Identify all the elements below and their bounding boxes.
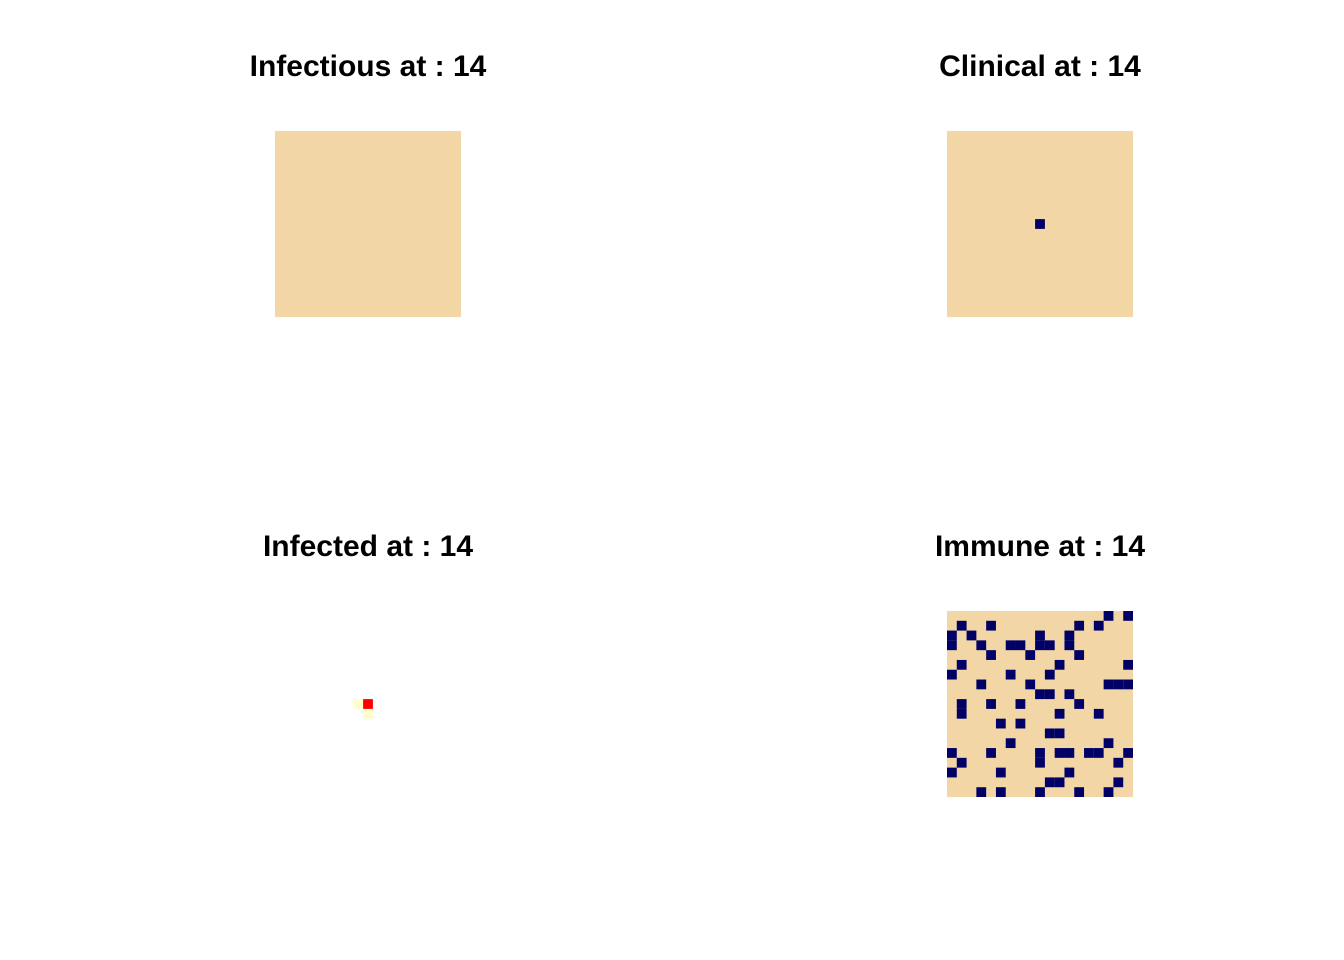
heatmap-cell <box>966 630 977 641</box>
heatmap-cell <box>1054 748 1065 758</box>
heatmap-cell <box>976 787 987 797</box>
heatmap-cell <box>1123 679 1133 690</box>
heatmap-cell <box>1064 640 1075 651</box>
title-infected: Infected at : 14 <box>262 530 474 563</box>
heatmap-cell <box>956 620 967 631</box>
heatmap-cell <box>1035 630 1045 641</box>
heatmap-cell <box>1064 748 1075 758</box>
heatmap-cell <box>1113 679 1124 690</box>
heatmap-cell <box>1044 689 1055 700</box>
heatmap-cell <box>1074 650 1085 660</box>
heatmap-cell <box>1074 620 1085 631</box>
heatmap-cell <box>1093 620 1104 631</box>
heatmap-cell <box>1074 699 1085 709</box>
heatmap-cell <box>1054 659 1065 670</box>
heatmap-cell <box>1035 748 1045 758</box>
heatmap-cell <box>1123 748 1133 758</box>
title-clinical: Clinical at : 14 <box>939 50 1141 83</box>
heatmap-cell <box>1044 669 1055 680</box>
heatmap-cell <box>1084 748 1094 758</box>
infectious-heatmap <box>275 131 461 317</box>
heatmap-cell <box>995 767 1006 778</box>
heatmap-cell <box>1093 708 1104 719</box>
heatmap-cell <box>1044 777 1055 788</box>
heatmap-cell-high <box>363 699 373 709</box>
heatmap-cell <box>1035 640 1045 651</box>
heatmap-cell <box>947 748 957 758</box>
immune-heatmap <box>947 611 1133 797</box>
heatmap-background <box>275 131 461 317</box>
title-immune: Immune at : 14 <box>934 530 1146 563</box>
heatmap-cell <box>956 708 967 719</box>
heatmap-cell <box>1025 679 1036 690</box>
heatmap-cell <box>947 630 957 641</box>
heatmap-cell <box>1093 748 1104 758</box>
heatmap-cell <box>1113 757 1124 768</box>
heatmap-cell <box>1005 640 1016 651</box>
heatmap-cell <box>1035 787 1045 797</box>
heatmap-cell <box>1025 650 1036 660</box>
heatmap-cell-low <box>363 708 373 719</box>
heatmap-cell <box>1044 728 1055 739</box>
heatmap-cell <box>1103 611 1114 621</box>
heatmap-cell <box>956 659 967 670</box>
heatmap-cell <box>1035 219 1045 229</box>
heatmap-cell <box>1054 708 1065 719</box>
heatmap-cell <box>1054 777 1065 788</box>
heatmap-cell <box>1103 738 1114 749</box>
heatmap-cell <box>1015 699 1026 709</box>
heatmap-cell <box>956 699 967 709</box>
heatmap-cell <box>1054 728 1065 739</box>
heatmap-cell-low <box>353 699 364 709</box>
heatmap-cell <box>1113 777 1124 788</box>
heatmap-cell <box>1064 630 1075 641</box>
heatmap-cell <box>1064 689 1075 700</box>
heatmap-cell <box>995 787 1006 797</box>
heatmap-cell <box>976 640 987 651</box>
heatmap-cell <box>947 640 957 651</box>
clinical-heatmap <box>947 131 1133 317</box>
heatmap-cell <box>986 620 996 631</box>
heatmap-cell <box>1044 640 1055 651</box>
heatmap-cell <box>986 650 996 660</box>
heatmap-cell <box>1074 787 1085 797</box>
heatmap-cell <box>995 718 1006 729</box>
heatmap-cell <box>1035 757 1045 768</box>
heatmap-cell <box>1035 689 1045 700</box>
title-infectious: Infectious at : 14 <box>249 50 487 83</box>
heatmap-cell <box>1005 669 1016 680</box>
heatmap-cell <box>1005 738 1016 749</box>
heatmap-cell <box>947 669 957 680</box>
heatmap-cell <box>947 767 957 778</box>
heatmap-cell <box>1015 640 1026 651</box>
heatmap-cell <box>1064 767 1075 778</box>
heatmap-cell <box>1103 787 1114 797</box>
heatmap-cell <box>986 699 996 709</box>
heatmap-cell <box>956 757 967 768</box>
heatmap-cell <box>1123 659 1133 670</box>
heatmap-cell <box>1123 611 1133 621</box>
infected-heatmap <box>353 699 373 719</box>
heatmap-cell <box>1103 679 1114 690</box>
heatmap-cell <box>1015 718 1026 729</box>
heatmap-cell <box>976 679 987 690</box>
heatmap-cell <box>986 748 996 758</box>
